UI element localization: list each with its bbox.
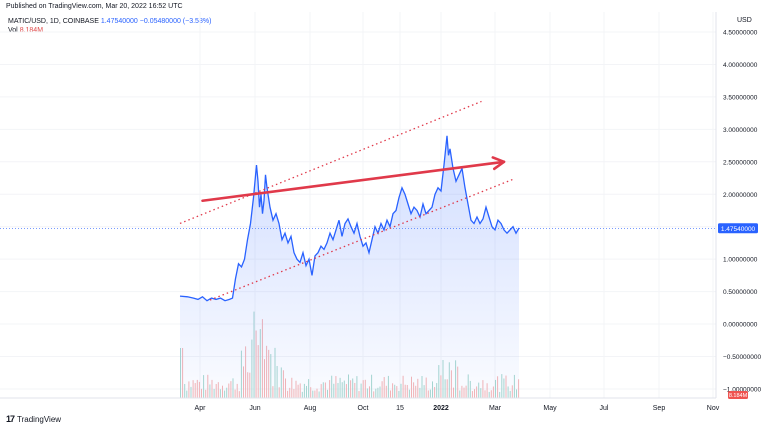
- legend-volume-label[interactable]: Vol: [8, 27, 18, 34]
- price-tick-label: 3.50000000: [723, 94, 758, 101]
- price-tick-label: 1.00000000: [723, 257, 758, 264]
- price-tick-label: −0.50000000: [723, 354, 762, 361]
- time-tick-label: 15: [396, 405, 404, 412]
- currency-label[interactable]: USD: [737, 17, 752, 24]
- trend-arrow-line: [201, 160, 506, 203]
- volume-badge: [728, 391, 748, 399]
- time-tick-label: Aug: [304, 405, 317, 412]
- time-tick-label: 2022: [433, 405, 449, 412]
- price-tick-label: 4.00000000: [723, 62, 758, 69]
- time-tick-label: Jul: [600, 405, 609, 412]
- time-tick-label: Oct: [358, 405, 369, 412]
- volume-badge-text: 8.184M: [729, 393, 748, 399]
- price-tick-label: 2.00000000: [723, 192, 758, 199]
- price-tick-label: −1.00000000: [723, 386, 762, 393]
- price-area-fill: [180, 135, 519, 399]
- price-tick-label: 3.00000000: [723, 127, 758, 134]
- price-tick-label: 4.50000000: [723, 30, 758, 37]
- time-tick-label: Sep: [653, 405, 666, 412]
- time-tick-label: Jun: [249, 405, 260, 412]
- price-area: [179, 135, 520, 399]
- published-caption: Published on TradingView.com, Mar 20, 20…: [6, 3, 183, 10]
- legend-price-row: MATIC/USD, 1D, COINBASE 1.47540000 −0.05…: [8, 17, 211, 26]
- price-tick-label: 0.50000000: [723, 289, 758, 296]
- time-tick-label: Apr: [195, 405, 207, 412]
- legend-last: 1.47540000: [100, 18, 138, 25]
- tradingview-logo-icon: 17: [6, 414, 15, 424]
- time-tick-label: May: [543, 405, 557, 412]
- legend-change: −0.05480000 (−3.58%): [139, 18, 212, 25]
- legend-volume-value: 8.184M: [19, 27, 44, 34]
- lower-channel-line: [209, 178, 514, 301]
- upper-channel-line: [179, 100, 482, 225]
- drawing-lines[interactable]: [0, 100, 716, 301]
- footer-brand[interactable]: 17 TradingView: [6, 414, 61, 424]
- legend-symbol[interactable]: MATIC/USD, 1D, COINBASE: [8, 18, 99, 25]
- price-tick-label: 0.00000000: [723, 322, 758, 329]
- time-axis[interactable]: Apr Jun Aug Oct 15 2022 Mar May Jul Sep Nov: [0, 397, 720, 412]
- price-line: [179, 135, 520, 302]
- trend-arrow-head: [491, 156, 506, 171]
- legend-volume-row: Vol 8.184M: [8, 26, 211, 35]
- price-tick-label: 2.50000000: [723, 159, 758, 166]
- footer-brand-name: TradingView: [17, 414, 62, 424]
- chart-legend: MATIC/USD, 1D, COINBASE 1.47540000 −0.05…: [8, 17, 211, 35]
- price-axis[interactable]: 4.50000000 4.00000000 3.50000000 3.00000000…: [715, 12, 762, 399]
- time-tick-label: Nov: [707, 405, 720, 412]
- last-price-badge: [718, 223, 758, 234]
- last-price-badge-text: 1.47540000: [721, 226, 756, 233]
- time-tick-label: Mar: [489, 405, 502, 412]
